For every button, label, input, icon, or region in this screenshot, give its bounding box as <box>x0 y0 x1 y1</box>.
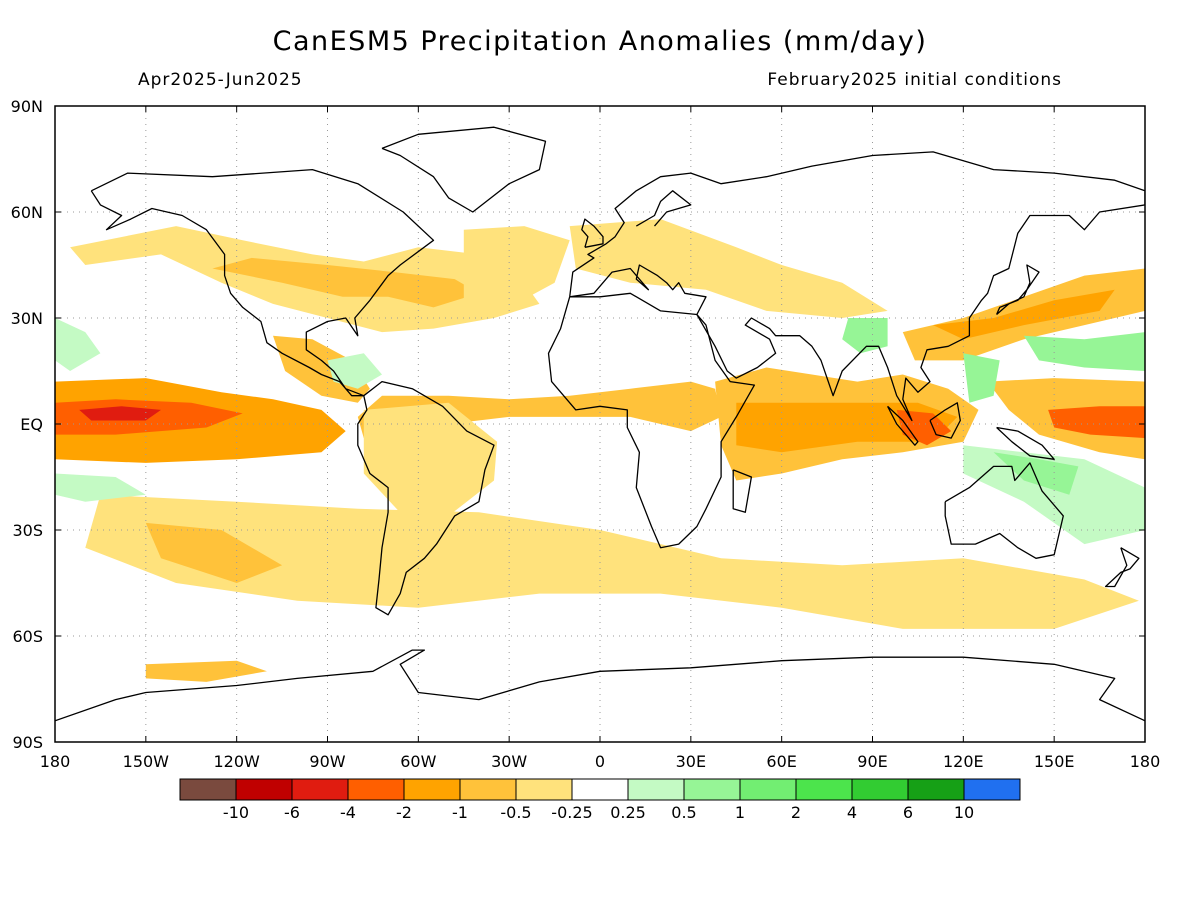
coastline-scandinavia-inner <box>635 190 692 227</box>
colorbar-swatch <box>515 778 573 801</box>
latitude-labels: 90N 60N 30N EQ 30S 60S 90S <box>11 97 43 752</box>
colorbar-label: -10 <box>223 803 249 822</box>
lat-label: 30N <box>11 309 43 328</box>
colorbar-swatch <box>179 778 237 801</box>
forecast-period: Apr2025-Jun2025 <box>138 70 303 90</box>
colorbar-swatch <box>291 778 349 801</box>
colorbar-swatch <box>627 778 685 801</box>
lon-label: 150E <box>1034 752 1075 771</box>
lon-label: 180 <box>1130 752 1161 771</box>
eurasia-dry <box>569 219 888 318</box>
colorbar-label: 2 <box>791 803 801 822</box>
lat-label: EQ <box>20 415 43 434</box>
equatorial-pacific-dry-peak <box>79 406 161 421</box>
colorbar-label: 10 <box>954 803 974 822</box>
map-title: CanESM5 Precipitation Anomalies (mm/day) <box>272 26 928 57</box>
colorbar-label: -6 <box>284 803 300 822</box>
central-america-dry <box>273 335 370 403</box>
coastline-sumatra <box>887 405 919 446</box>
coastline-japan <box>996 264 1040 315</box>
south-america-dry-outer <box>363 402 498 516</box>
map-gridlines <box>55 106 1145 742</box>
coastline-uk <box>581 218 604 248</box>
colorbar-swatch <box>347 778 405 801</box>
coastline-new-zealand <box>1104 547 1140 588</box>
colorbar-label: 4 <box>847 803 857 822</box>
lon-label: 180 <box>40 752 71 771</box>
colorbar-label: 1 <box>735 803 745 822</box>
lon-label: 90W <box>309 752 345 771</box>
australia-wet-core <box>993 452 1079 495</box>
colorbar <box>179 778 1021 801</box>
lat-label: 60N <box>11 203 43 222</box>
lon-label: 90E <box>857 752 887 771</box>
southern-ocean-dry <box>85 494 1139 629</box>
coastlines <box>55 126 1145 722</box>
coastline-borneo <box>929 402 961 439</box>
colorbar-swatch <box>851 778 909 801</box>
lon-label: 60E <box>766 752 796 771</box>
colorbar-swatch <box>907 778 965 801</box>
west-pacific-dry-core <box>1048 406 1145 439</box>
colorbar-label: -2 <box>396 803 412 822</box>
coastline-australia <box>944 462 1064 559</box>
south-pacific-dry-core <box>145 522 283 583</box>
philippines-wet <box>963 353 1000 403</box>
east-pacific-wet <box>55 318 101 371</box>
colorbar-swatch <box>235 778 293 801</box>
colorbar-swatch <box>683 778 741 801</box>
caribbean-wet <box>327 353 382 389</box>
colorbar-swatch <box>963 778 1021 801</box>
colorbar-swatch <box>403 778 461 801</box>
lon-label: 30W <box>491 752 527 771</box>
colorbar-swatch <box>795 778 853 801</box>
colorbar-label: 0.5 <box>671 803 696 822</box>
coastline-eurasia <box>569 151 1145 422</box>
axis-ticks <box>54 105 1146 743</box>
lat-label: 30S <box>12 521 43 540</box>
lon-label: 0 <box>595 752 605 771</box>
colorbar-swatch <box>459 778 517 801</box>
anomaly-shading <box>55 219 1145 682</box>
colorbar-label: -1 <box>452 803 468 822</box>
lon-label: 120E <box>943 752 984 771</box>
lon-label: 120W <box>213 752 260 771</box>
colorbar-label: 0.25 <box>610 803 646 822</box>
coastline-greenland <box>381 126 547 213</box>
coastline-madagascar <box>732 469 753 513</box>
colorbar-label: 6 <box>903 803 913 822</box>
lon-label: 30E <box>676 752 706 771</box>
colorbar-label: -4 <box>340 803 356 822</box>
colorbar-label: -0.5 <box>500 803 531 822</box>
north-america-dry-core <box>212 257 479 308</box>
east-asia-dry-core <box>933 289 1115 340</box>
colorbar-swatch <box>571 778 629 801</box>
coastline-antarctica <box>55 649 1145 722</box>
coastline-new-guinea <box>996 426 1055 460</box>
colorbar-swatch <box>739 778 797 801</box>
lat-label: 60S <box>12 627 43 646</box>
coastline-africa <box>547 292 756 549</box>
longitude-labels: 180 150W 120W 90W 60W 30W 0 30E 60E 90E 120E 150E 18… <box>40 752 1161 771</box>
bay-of-bengal-wet <box>842 318 888 354</box>
colorbar-label: -0.25 <box>551 803 592 822</box>
initial-conditions: February2025 initial conditions <box>767 70 1062 90</box>
south-pacific-wet <box>55 473 146 502</box>
lon-label: 150W <box>123 752 170 771</box>
australia-pacific-wet <box>963 445 1145 545</box>
lat-label: 90N <box>11 97 43 116</box>
coastline-south-america <box>357 380 495 616</box>
colorbar-labels: -10 -6 -4 -2 -1 -0.5 -0.25 0.25 0.5 1 2 4 6 10 <box>223 803 974 822</box>
lat-label: 90S <box>12 733 43 752</box>
north-pacific-wet <box>1023 332 1145 371</box>
north-atlantic-dry <box>463 226 570 308</box>
lon-label: 60W <box>400 752 436 771</box>
